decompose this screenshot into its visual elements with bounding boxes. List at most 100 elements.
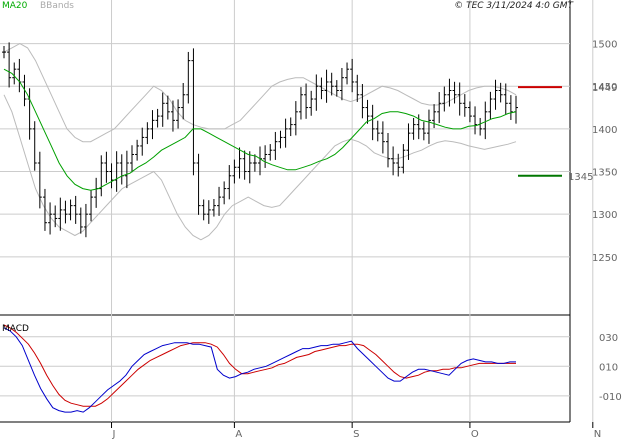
ohlc-bar bbox=[488, 91, 493, 119]
ohlc-bar bbox=[329, 72, 334, 96]
ohlc-bar bbox=[375, 120, 380, 142]
ohlc-bars bbox=[2, 42, 518, 238]
ohlc-bar bbox=[104, 151, 109, 183]
ohlc-bar bbox=[211, 198, 216, 217]
ohlc-bar bbox=[89, 189, 94, 222]
macd-line bbox=[3, 327, 516, 413]
ohlc-bar bbox=[396, 153, 401, 177]
ohlc-bar bbox=[12, 62, 17, 85]
ohlc-bar bbox=[37, 151, 42, 209]
ma20-legend-label: MA20 bbox=[2, 1, 28, 11]
macd-panel bbox=[3, 324, 516, 413]
price-tick-label: 1300 bbox=[592, 210, 617, 221]
ohlc-bar bbox=[191, 48, 196, 176]
ohlc-bar bbox=[324, 69, 329, 103]
price-levels: 1449 1345 bbox=[518, 83, 617, 183]
price-tick-label: 1250 bbox=[592, 253, 617, 264]
ohlc-bar bbox=[145, 122, 150, 145]
ohlc-bar bbox=[53, 205, 58, 228]
ohlc-bar bbox=[160, 92, 165, 127]
ohlc-bar bbox=[462, 94, 467, 117]
ohlc-bar bbox=[247, 151, 252, 184]
ohlc-bar bbox=[437, 92, 442, 124]
ohlc-bar bbox=[42, 188, 47, 231]
ohlc-bar bbox=[83, 203, 88, 238]
price-tick-label: 1500 bbox=[592, 40, 617, 51]
ohlc-bar bbox=[421, 121, 426, 141]
ohlc-bar bbox=[150, 110, 155, 140]
ohlc-bar bbox=[130, 145, 134, 173]
ohlc-bar bbox=[155, 108, 160, 128]
price-tick-label: 1450 bbox=[592, 82, 617, 93]
ohlc-bar bbox=[304, 83, 309, 119]
ohlc-bar bbox=[73, 195, 78, 224]
ohlc-bar bbox=[232, 159, 237, 184]
ma20-path bbox=[3, 68, 517, 191]
bollinger-bands bbox=[3, 43, 517, 241]
ohlc-bar bbox=[401, 144, 406, 174]
ohlc-bar bbox=[447, 78, 452, 107]
bb-upper-line bbox=[3, 43, 517, 143]
ohlc-bar bbox=[170, 100, 175, 132]
ohlc-bar bbox=[217, 186, 222, 216]
ohlc-bar bbox=[467, 101, 472, 123]
ohlc-bar bbox=[386, 132, 390, 168]
support-label: 1345 bbox=[568, 172, 593, 183]
ohlc-bar bbox=[411, 117, 416, 140]
price-tick-label: 1400 bbox=[592, 125, 617, 136]
month-label: J bbox=[112, 429, 116, 440]
month-label: N bbox=[594, 429, 601, 440]
month-label: S bbox=[353, 429, 359, 440]
grid bbox=[0, 0, 594, 428]
ohlc-bar bbox=[457, 82, 462, 116]
ma20-line bbox=[3, 68, 517, 191]
ohlc-bar bbox=[78, 207, 83, 234]
ohlc-bar bbox=[283, 118, 288, 148]
ohlc-bar bbox=[268, 144, 273, 161]
ohlc-bar bbox=[48, 202, 53, 235]
ohlc-bar bbox=[380, 121, 385, 154]
price-tick-label: 1350 bbox=[592, 168, 617, 179]
resistance-label: 1449 bbox=[592, 83, 617, 94]
ohlc-bar bbox=[370, 104, 375, 141]
ohlc-bar bbox=[176, 99, 181, 129]
ohlc-bar bbox=[206, 200, 211, 224]
ohlc-bar bbox=[334, 80, 339, 97]
month-label: O bbox=[471, 429, 479, 440]
ohlc-bar bbox=[508, 95, 513, 121]
ohlc-bar bbox=[68, 199, 73, 221]
ohlc-bar bbox=[298, 87, 303, 120]
ohlc-bar bbox=[406, 123, 411, 160]
ohlc-bar bbox=[309, 90, 314, 116]
ohlc-bar bbox=[483, 101, 488, 140]
ohlc-bar bbox=[345, 62, 350, 85]
ohlc-bar bbox=[498, 82, 503, 103]
macd-tick-label: 010 bbox=[599, 362, 618, 373]
macd-tick-label: -010 bbox=[599, 392, 622, 403]
ohlc-bar bbox=[355, 74, 360, 102]
ohlc-bar bbox=[165, 95, 170, 120]
ohlc-bar bbox=[32, 121, 37, 171]
copyright-label: © TEC 3/11/2024 4:0 GMT bbox=[454, 1, 574, 11]
bb-lower-line bbox=[3, 94, 517, 241]
ohlc-bar bbox=[365, 99, 370, 124]
ohlc-bar bbox=[319, 77, 324, 100]
ohlc-bar bbox=[7, 42, 12, 88]
ohlc-bar bbox=[503, 83, 508, 115]
ohlc-bar bbox=[263, 145, 268, 168]
ohlc-bar bbox=[2, 45, 6, 59]
ohlc-bar bbox=[288, 117, 293, 137]
macd-label: MACD bbox=[2, 324, 29, 334]
ohlc-bar bbox=[339, 67, 344, 101]
ohlc-bar bbox=[63, 200, 68, 224]
ohlc-bar bbox=[473, 106, 478, 135]
ohlc-bar bbox=[350, 58, 355, 93]
ohlc-bar bbox=[293, 101, 298, 136]
ohlc-bar bbox=[227, 165, 232, 200]
macd-tick-label: 030 bbox=[599, 333, 618, 344]
ohlc-bar bbox=[140, 127, 145, 156]
ohlc-bar bbox=[452, 81, 457, 104]
ohlc-bar bbox=[99, 155, 104, 197]
